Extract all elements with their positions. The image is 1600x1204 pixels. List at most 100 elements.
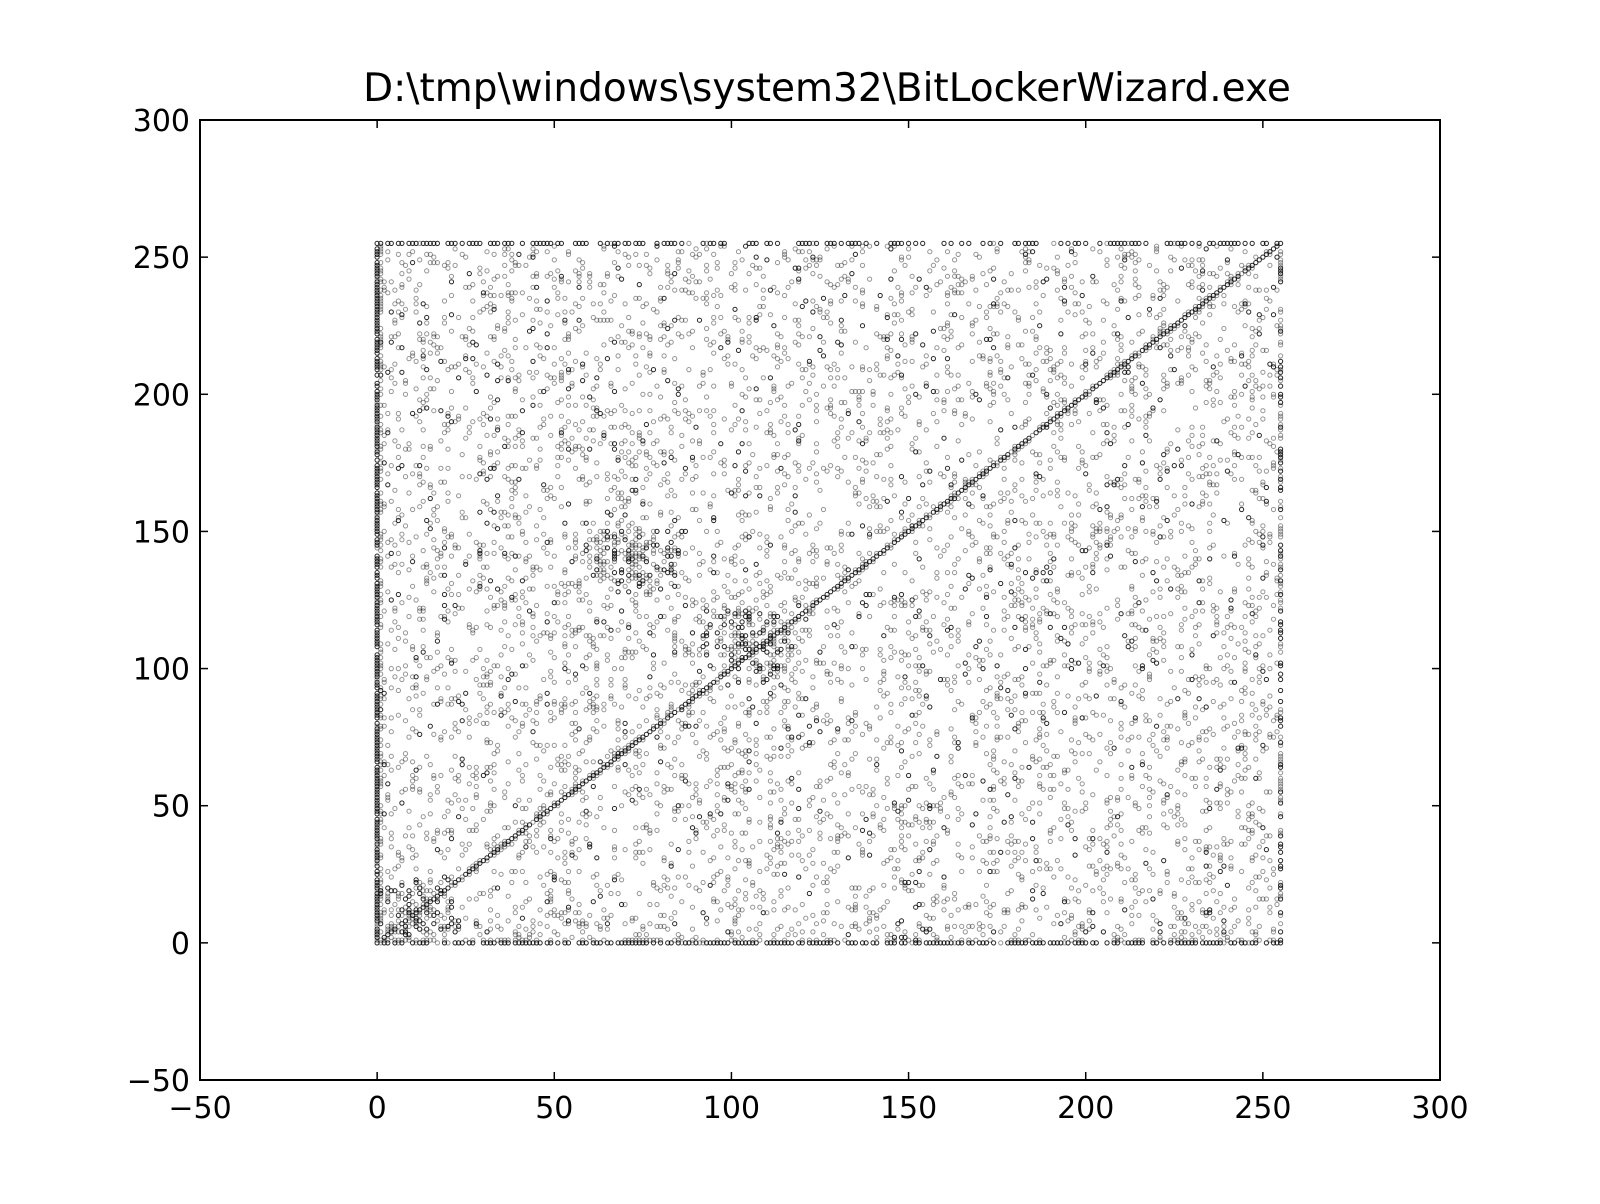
data-point: [693, 600, 699, 606]
data-point: [1136, 292, 1142, 299]
data-point: [569, 731, 575, 738]
data-point: [1019, 901, 1025, 908]
data-point: [633, 764, 639, 770]
data-point: [1260, 668, 1266, 674]
data-point: [711, 553, 717, 559]
data-point: [537, 772, 543, 779]
data-point: [1125, 251, 1131, 257]
data-point: [898, 877, 905, 883]
data-point: [1196, 334, 1202, 340]
data-point: [906, 786, 912, 792]
data-point: [1054, 638, 1061, 644]
data-point: [654, 257, 660, 263]
data-point: [597, 805, 603, 812]
data-point: [636, 295, 642, 301]
data-point: [1182, 759, 1188, 765]
data-point: [672, 630, 678, 636]
data-point: [548, 323, 554, 329]
data-point: [505, 320, 511, 326]
data-point: [1054, 449, 1061, 455]
data-point: [735, 811, 742, 817]
data-point: [505, 893, 511, 899]
data-point: [587, 284, 593, 290]
data-point: [619, 608, 625, 614]
data-point: [381, 279, 387, 285]
data-point: [668, 454, 674, 460]
data-point: [902, 413, 908, 419]
data-point: [611, 339, 618, 345]
data-point: [594, 871, 600, 877]
data-point: [743, 890, 749, 897]
data-point: [427, 260, 433, 266]
data-point: [374, 276, 380, 282]
data-point: [565, 367, 572, 373]
data-point: [484, 764, 490, 770]
data-point: [1040, 578, 1046, 584]
data-point: [796, 331, 802, 337]
data-point: [838, 698, 844, 705]
data-point: [431, 334, 437, 340]
data-point: [1033, 534, 1039, 540]
data-point: [1072, 539, 1078, 546]
data-point: [927, 915, 933, 921]
data-point: [1012, 932, 1018, 938]
data-point: [955, 745, 961, 751]
data-point: [1044, 265, 1050, 271]
data-point: [1253, 888, 1259, 894]
data-point: [629, 786, 635, 792]
data-point: [810, 912, 816, 919]
data-point: [1221, 764, 1227, 770]
data-point: [1214, 369, 1220, 375]
data-point: [636, 786, 642, 792]
data-point: [743, 731, 749, 738]
data-point: [888, 740, 894, 746]
data-point: [1125, 748, 1131, 754]
data-point: [1168, 268, 1174, 274]
data-point: [1083, 805, 1089, 812]
data-point: [1012, 849, 1018, 855]
data-point: [689, 251, 696, 257]
data-point: [1058, 413, 1064, 419]
data-point: [523, 879, 529, 886]
data-point: [381, 501, 387, 507]
data-point: [420, 399, 426, 406]
data-point: [1224, 271, 1231, 277]
data-point: [771, 613, 777, 620]
data-point: [385, 641, 391, 647]
data-point: [392, 520, 398, 526]
data-point: [1161, 800, 1167, 806]
data-point: [594, 921, 600, 927]
data-point: [739, 257, 745, 263]
data-point: [509, 671, 515, 677]
data-point: [1263, 877, 1270, 883]
data-point: [420, 479, 426, 485]
data-point: [1047, 591, 1053, 598]
data-point: [728, 490, 735, 496]
data-point: [590, 701, 596, 707]
data-point: [572, 737, 579, 743]
data-point: [466, 896, 472, 902]
data-point: [1083, 844, 1089, 850]
data-point: [743, 786, 749, 792]
data-point: [1210, 679, 1216, 685]
data-point: [1076, 923, 1082, 930]
data-point: [998, 849, 1004, 855]
data-point: [406, 567, 412, 573]
data-point: [696, 888, 703, 894]
data-point: [796, 874, 802, 880]
data-point: [898, 819, 905, 825]
data-point: [569, 849, 575, 855]
data-point: [679, 934, 685, 941]
data-point: [909, 512, 915, 518]
data-point: [1246, 358, 1252, 364]
data-point: [923, 912, 929, 919]
data-point: [1185, 866, 1192, 872]
data-point: [470, 375, 476, 381]
data-point: [1129, 622, 1135, 628]
data-point: [1008, 698, 1014, 705]
data-point: [746, 339, 752, 345]
data-point: [611, 506, 618, 513]
data-point: [611, 701, 618, 707]
data-point: [1224, 800, 1231, 806]
data-point: [1015, 778, 1022, 784]
